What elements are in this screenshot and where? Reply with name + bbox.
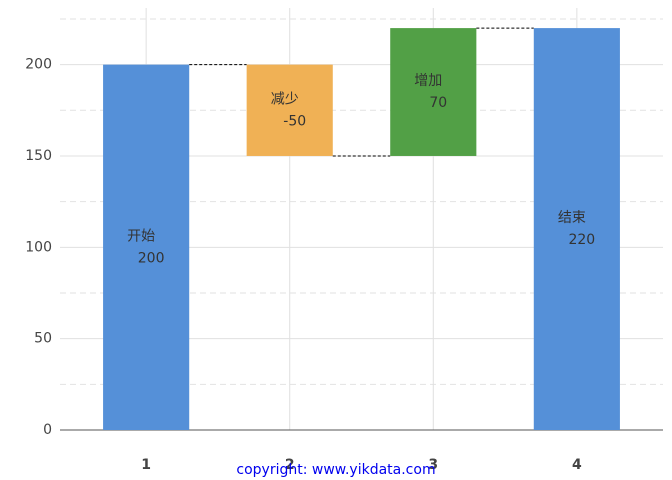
copyright: copyright: www.yikdata.com — [236, 462, 435, 478]
x-tick-label: 4 — [572, 457, 582, 473]
bar — [103, 64, 190, 431]
x-tick-label: 2 — [285, 457, 295, 473]
y-tick-label: 200 — [25, 57, 52, 73]
y-tick-label: 100 — [25, 239, 52, 255]
y-tick-label: 0 — [43, 422, 52, 438]
value-label: 220 — [568, 232, 595, 248]
bar-label: 结束 — [558, 210, 586, 226]
bar-label: 减少 — [271, 91, 299, 107]
value-label: -50 — [283, 113, 306, 129]
bar — [390, 28, 477, 156]
y-tick-label: 50 — [34, 331, 52, 347]
bar — [246, 64, 333, 156]
bar — [533, 28, 620, 430]
value-label: 70 — [429, 95, 447, 111]
x-tick-label: 1 — [141, 457, 151, 473]
value-label: 200 — [138, 250, 165, 266]
bar-label: 开始 — [127, 228, 155, 244]
x-tick-label: 3 — [428, 457, 438, 473]
bar-label: 增加 — [414, 73, 442, 89]
y-tick-label: 150 — [25, 148, 52, 164]
